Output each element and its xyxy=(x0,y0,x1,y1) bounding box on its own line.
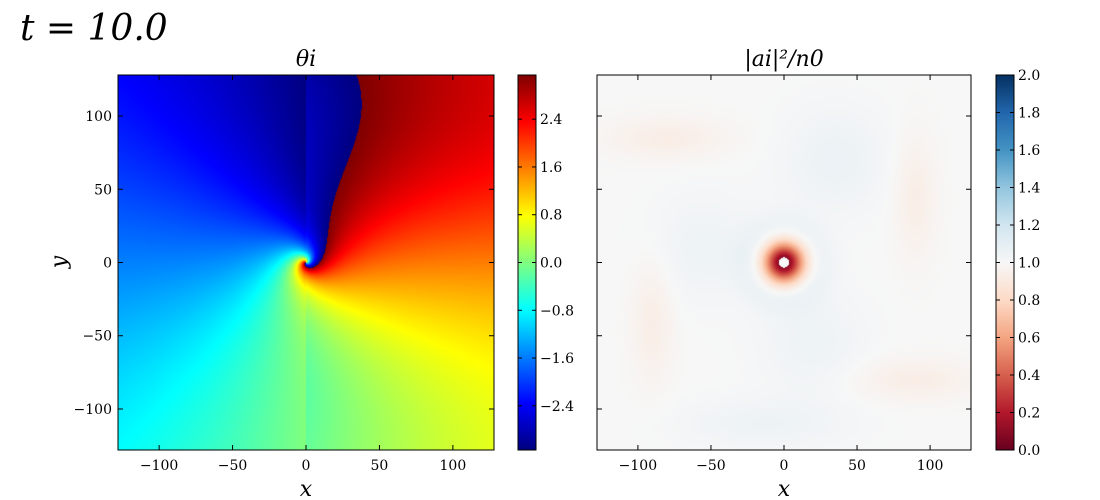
panel-density: |ai|²/n0 −100 −50 0 50 100 x 2.0 1.8 1.6 1.4 1.2… xyxy=(596,47,1040,500)
x-tick-label: 100 xyxy=(440,458,467,474)
colorbar-tick-label: 2.0 xyxy=(1018,68,1040,84)
x-tick-label: 50 xyxy=(371,458,389,474)
colorbar-tick-label: −1.6 xyxy=(540,351,574,367)
x-tick-label: −50 xyxy=(218,458,248,474)
density-xlabel: x xyxy=(778,477,791,500)
y-tick-label: 50 xyxy=(94,182,112,198)
colorbar-tick-label: 1.4 xyxy=(1018,181,1040,197)
phase-ylabel: y xyxy=(47,255,72,269)
density-heatmap-frame xyxy=(597,75,971,450)
panel-phase: θi −100 −50 0 50 100 100 50 0 −50 −100 x y 2.4 1.6… xyxy=(47,47,574,500)
colorbar-tick-label: 1.0 xyxy=(1018,256,1040,272)
x-tick-label: 100 xyxy=(917,458,944,474)
colorbar-tick-label: 0.0 xyxy=(540,256,562,272)
colorbar-tick-label: 2.4 xyxy=(540,112,562,128)
panel-density-title: |ai|²/n0 xyxy=(744,47,823,72)
colorbar-tick-label: 0.4 xyxy=(1018,368,1040,384)
x-tick-label: 0 xyxy=(780,458,789,474)
colorbar-tick-label: 0.6 xyxy=(1018,331,1040,347)
phase-axis-ticks: −100 −50 0 50 100 100 50 0 −50 −100 xyxy=(74,75,494,474)
phase-colorbar-ticks: 2.4 1.6 0.8 0.0 −0.8 −1.6 −2.4 xyxy=(518,112,574,415)
y-tick-label: −50 xyxy=(82,329,112,345)
colorbar-tick-label: 0.8 xyxy=(1018,293,1040,309)
colorbar-tick-label: 1.6 xyxy=(1018,143,1040,159)
colorbar-tick-label: −0.8 xyxy=(540,303,574,319)
density-heatmap xyxy=(597,75,971,450)
x-tick-label: −50 xyxy=(696,458,726,474)
density-axis-ticks: −100 −50 0 50 100 xyxy=(597,75,971,474)
panel-phase-title: θi xyxy=(296,47,316,72)
colorbar-tick-label: 0.8 xyxy=(540,208,562,224)
y-tick-label: 100 xyxy=(85,109,112,125)
density-colorbar-ticks: 2.0 1.8 1.6 1.4 1.2 1.0 0.8 0.6 0.4 0.2 0.0 xyxy=(996,68,1040,459)
colorbar-tick-label: 1.2 xyxy=(1018,218,1040,234)
x-tick-label: −100 xyxy=(619,458,657,474)
phase-xlabel: x xyxy=(300,477,313,500)
colorbar-tick-label: −2.4 xyxy=(540,399,574,415)
y-tick-label: 0 xyxy=(103,256,112,272)
x-tick-label: −100 xyxy=(140,458,178,474)
y-tick-label: −100 xyxy=(74,402,112,418)
x-tick-label: 0 xyxy=(302,458,311,474)
figure-title: t = 10.0 xyxy=(20,8,168,49)
colorbar-tick-label: 0.2 xyxy=(1018,406,1040,422)
colorbar-tick-label: 1.8 xyxy=(1018,106,1040,122)
phase-heatmap xyxy=(118,75,494,450)
colorbar-tick-label: 1.6 xyxy=(540,160,562,176)
colorbar-tick-label: 0.0 xyxy=(1018,443,1040,459)
phase-heatmap-frame xyxy=(118,75,494,450)
x-tick-label: 50 xyxy=(848,458,866,474)
